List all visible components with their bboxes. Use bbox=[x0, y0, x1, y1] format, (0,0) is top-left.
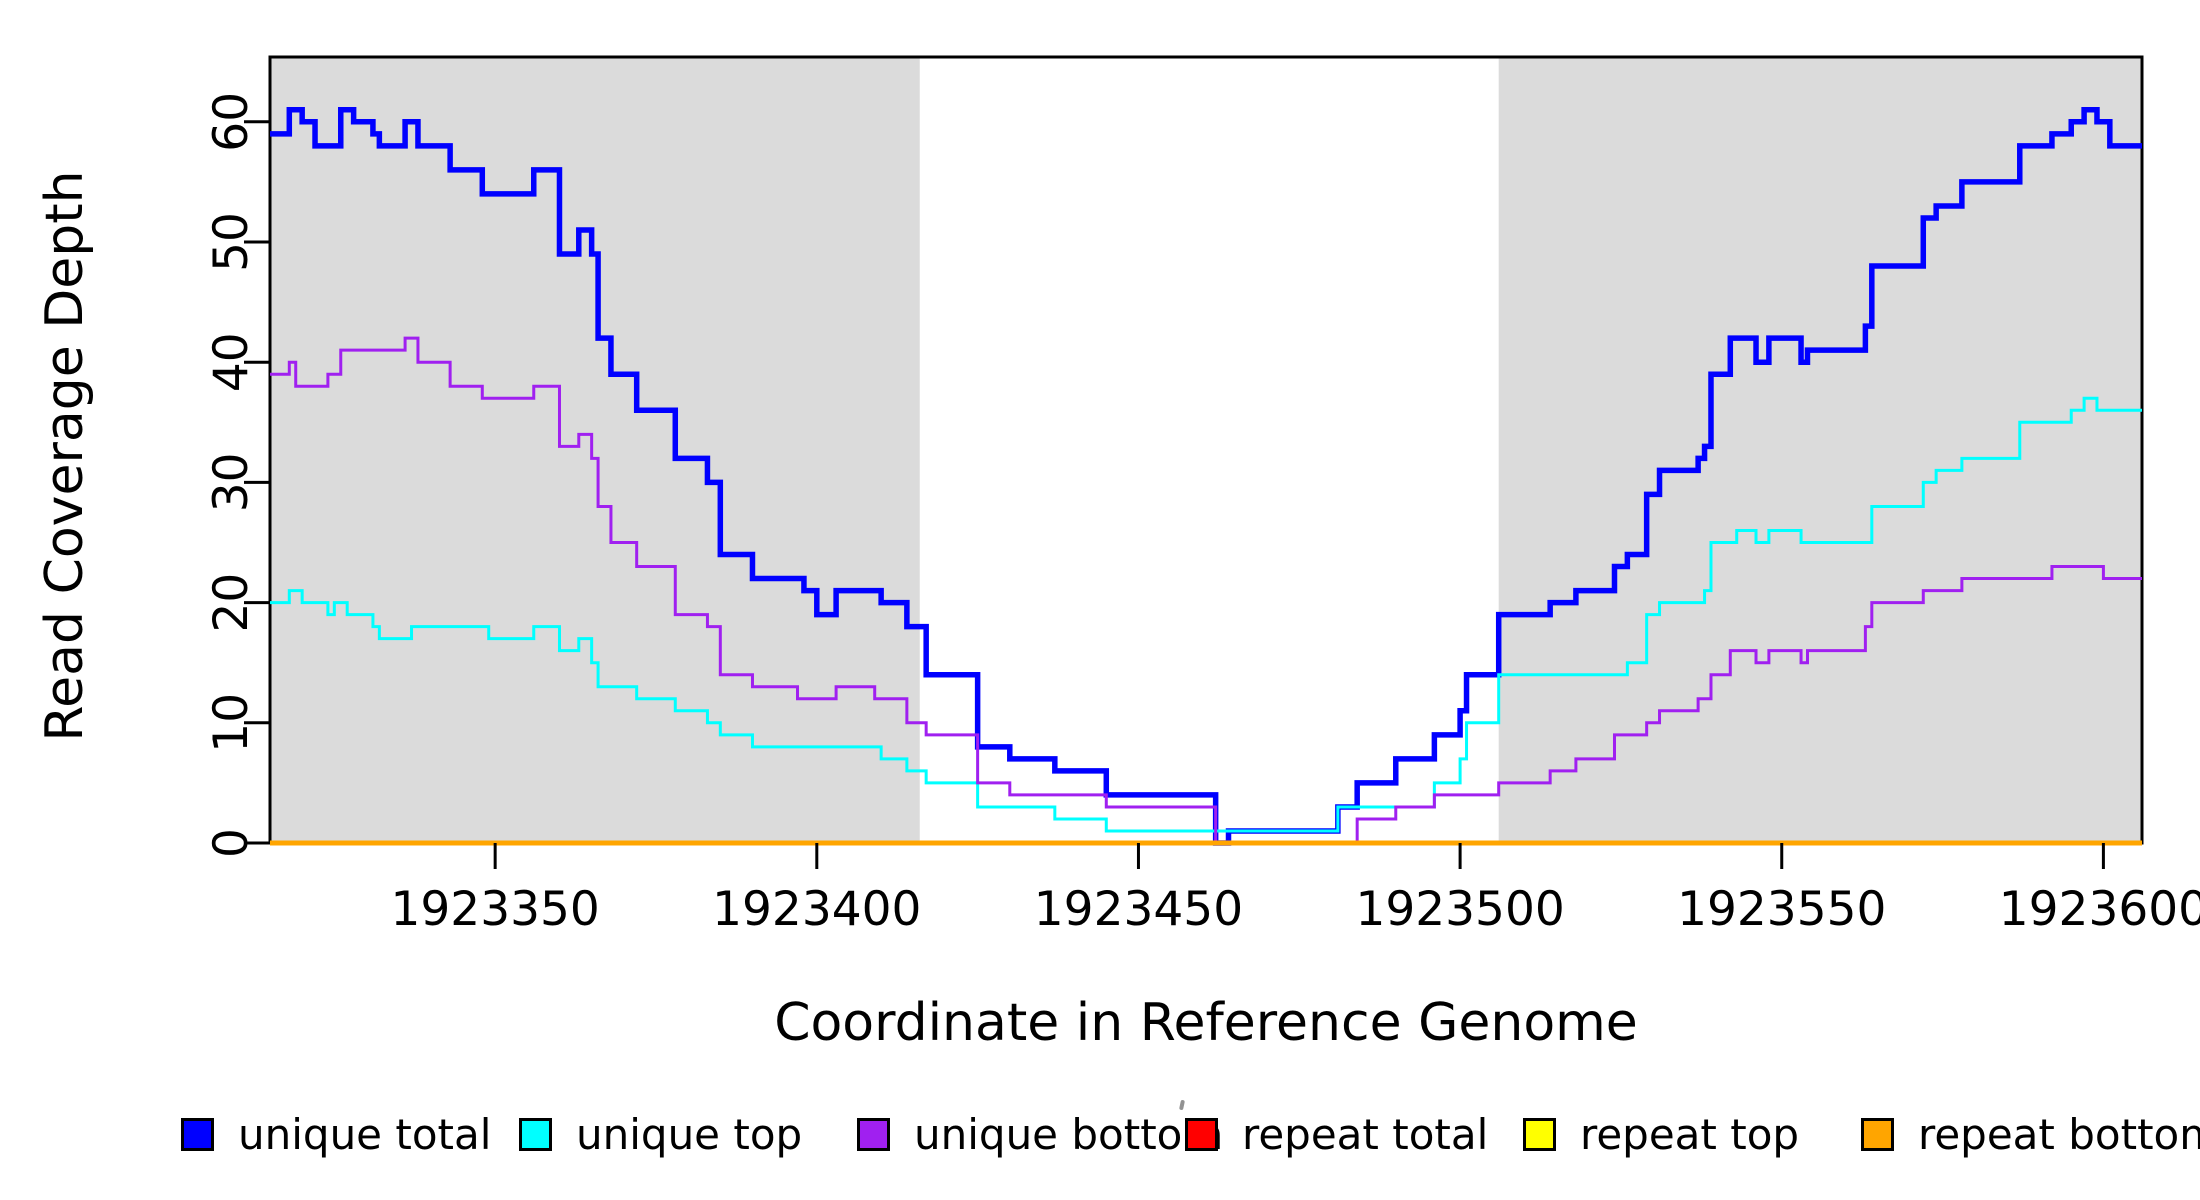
y-tick-label: 40 bbox=[204, 332, 259, 392]
y-tick-label: 30 bbox=[204, 452, 259, 512]
y-tick-label: 20 bbox=[204, 573, 259, 633]
legend-item-repeat-top: repeat top bbox=[1523, 1108, 1799, 1160]
legend-swatch-icon bbox=[857, 1117, 890, 1151]
legend-label: repeat total bbox=[1242, 1109, 1489, 1159]
x-tick-label: 1923350 bbox=[390, 882, 599, 937]
legend-swatch-icon bbox=[1861, 1117, 1894, 1151]
legend-item-unique-bottom: unique bottom bbox=[857, 1108, 1223, 1160]
x-tick-label: 1923450 bbox=[1034, 882, 1243, 937]
y-tick-label: 60 bbox=[204, 92, 259, 152]
legend: unique total unique top unique bottom repea… bbox=[0, 1108, 2200, 1168]
legend-item-repeat-bottom: repeat bottom bbox=[1861, 1108, 2200, 1160]
shaded-region-right bbox=[1498, 57, 2142, 843]
y-tick-label: 0 bbox=[204, 828, 259, 858]
y-tick-label: 10 bbox=[204, 693, 259, 753]
x-axis-title: Coordinate in Reference Genome bbox=[774, 993, 1638, 1053]
legend-label: repeat bottom bbox=[1918, 1109, 2200, 1159]
x-axis-ticks: 1923350 1923400 1923450 1923500 1923550 19236… bbox=[390, 843, 2200, 937]
y-tick-label: 50 bbox=[204, 212, 259, 272]
x-tick-label: 1923550 bbox=[1677, 882, 1886, 937]
legend-item-unique-total: unique total bbox=[181, 1108, 491, 1160]
legend-label: repeat top bbox=[1580, 1109, 1800, 1159]
y-axis-ticks: 0 10 20 30 40 50 60 bbox=[204, 92, 270, 858]
legend-swatch-icon bbox=[181, 1117, 214, 1151]
legend-swatch-icon bbox=[519, 1117, 552, 1151]
legend-item-unique-top: unique top bbox=[519, 1108, 802, 1160]
series-line-unique-bottom bbox=[270, 336, 2142, 845]
legend-label: unique total bbox=[238, 1109, 492, 1159]
legend-item-repeat-total: repeat total bbox=[1185, 1108, 1488, 1160]
x-tick-label: 1923500 bbox=[1355, 882, 1564, 937]
x-tick-label: 1923600 bbox=[1999, 882, 2200, 937]
y-axis-title: Read Coverage Depth bbox=[35, 170, 95, 741]
x-tick-label: 1923400 bbox=[712, 882, 921, 937]
legend-label: unique top bbox=[576, 1109, 803, 1159]
series-line-unique-top bbox=[270, 396, 2142, 833]
legend-swatch-icon bbox=[1523, 1117, 1556, 1151]
legend-label: unique bottom bbox=[914, 1109, 1224, 1159]
coverage-chart: 1923350 1923400 1923450 1923500 1923550 19236… bbox=[35, 55, 2200, 1053]
shaded-region-left bbox=[270, 57, 920, 843]
legend-swatch-icon bbox=[1185, 1117, 1218, 1151]
